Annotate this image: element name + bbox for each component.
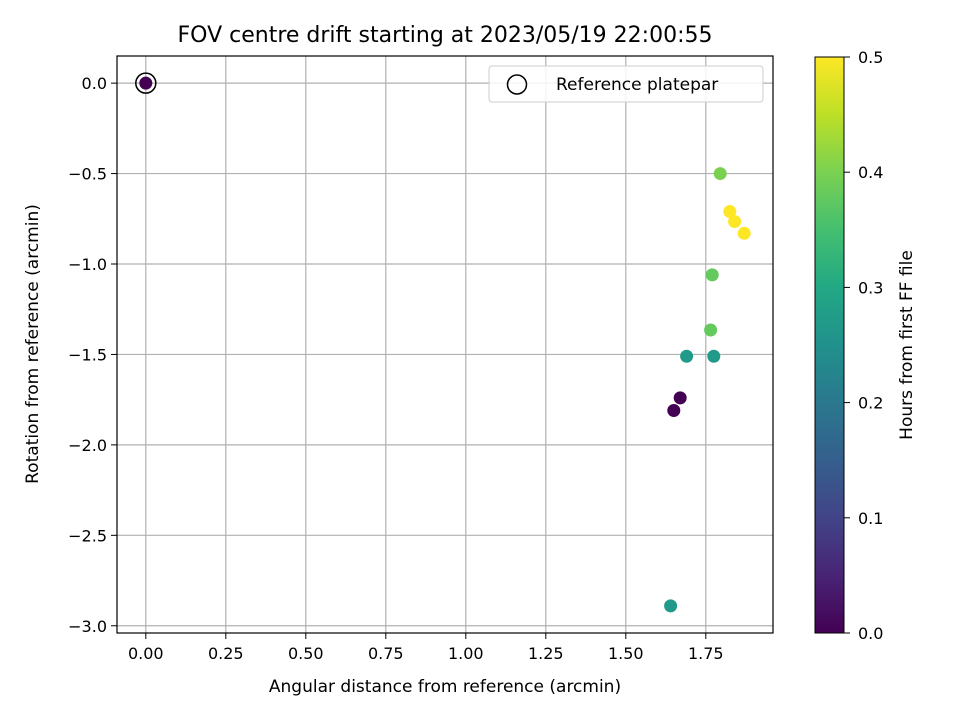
legend: Reference platepar — [488, 65, 764, 103]
x-tick-label: 0.25 — [208, 644, 244, 663]
data-point — [664, 599, 678, 613]
y-tick-label: −1.5 — [68, 345, 107, 364]
data-point — [723, 205, 737, 219]
x-tick-label: 1.50 — [608, 644, 644, 663]
colorbar-tick-label: 0.2 — [858, 394, 883, 413]
legend-marker-reference — [506, 74, 528, 95]
y-axis-ticks: 0.0 −0.5 −1.0 −1.5 −2.0 −2.5 −3.0 — [68, 74, 117, 636]
data-point — [707, 349, 721, 363]
legend-entry-reference: Reference platepar — [556, 75, 718, 95]
y-axis-label: Rotation from reference (arcmin) — [23, 204, 43, 484]
x-axis-ticks: 0.00 0.25 0.50 0.75 1.00 1.25 1.50 1.75 — [128, 633, 724, 663]
y-tick-label: −3.0 — [68, 617, 107, 636]
y-tick-label: −0.5 — [68, 165, 107, 184]
y-tick-label: −2.0 — [68, 436, 107, 455]
x-axis-label: Angular distance from reference (arcmin) — [269, 677, 621, 697]
x-tick-label: 1.75 — [688, 644, 724, 663]
y-tick-label: 0.0 — [82, 74, 107, 93]
reference-platepar-marker — [135, 72, 157, 94]
grid-lines — [117, 56, 773, 633]
colorbar-gradient — [815, 57, 844, 633]
y-tick-label: −1.0 — [68, 255, 107, 274]
colorbar-frame — [814, 56, 845, 634]
colorbar-label: Hours from first FF file — [897, 250, 917, 440]
x-tick-label: 0.75 — [368, 644, 404, 663]
data-point — [139, 76, 153, 90]
colorbar: 0.0 0.1 0.2 0.3 0.4 0.5 Hours from first FF f… — [814, 48, 917, 643]
plot-frame — [116, 55, 774, 634]
data-point — [704, 323, 718, 337]
colorbar-ticks: 0.0 0.1 0.2 0.3 0.4 0.5 — [844, 48, 883, 643]
x-tick-label: 1.00 — [448, 644, 484, 663]
colorbar-tick-label: 0.4 — [858, 163, 883, 182]
chart-title: FOV centre drift starting at 2023/05/19 … — [178, 23, 713, 48]
x-tick-label: 1.25 — [528, 644, 564, 663]
data-point — [680, 349, 694, 363]
data-point — [705, 268, 719, 282]
data-point — [673, 391, 687, 405]
x-tick-label: 0.50 — [288, 644, 324, 663]
legend-box — [488, 65, 764, 103]
colorbar-tick-label: 0.1 — [858, 509, 883, 528]
data-point — [737, 226, 751, 240]
y-tick-label: −2.5 — [68, 526, 107, 545]
data-point — [728, 215, 742, 229]
colorbar-tick-label: 0.3 — [858, 278, 883, 297]
data-point — [713, 167, 727, 181]
x-tick-label: 0.00 — [128, 644, 164, 663]
colorbar-tick-label: 0.0 — [858, 624, 883, 643]
data-point — [667, 404, 681, 418]
colorbar-tick-label: 0.5 — [858, 48, 883, 67]
data-points — [135, 72, 751, 613]
